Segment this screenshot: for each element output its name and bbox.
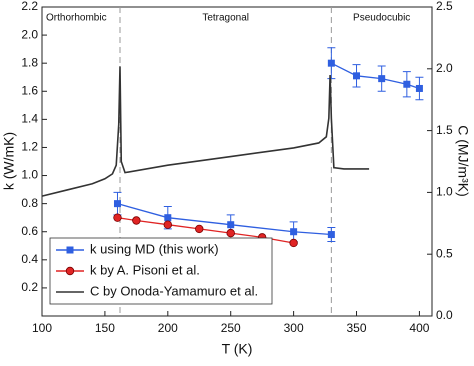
x-tick-label: 150 [95, 321, 115, 335]
series-line [41, 66, 370, 197]
x-axis-label: T (K) [222, 341, 253, 357]
y-tick-label: 0.2 [21, 280, 38, 294]
y-axis-label: k (W/mK) [1, 132, 17, 190]
y-tick-label: 1.8 [21, 55, 38, 69]
y-tick-label: 1.2 [21, 140, 38, 154]
data-point [327, 231, 335, 239]
data-point [378, 75, 386, 83]
legend-label: C by Onoda-Yamamuro et al. [90, 283, 258, 298]
y2-tick-label: 1.5 [436, 123, 453, 137]
y2-axis-label: C (MJ/m³K) [455, 125, 471, 197]
y-tick-label: 0.8 [21, 196, 38, 210]
x-tick-label: 200 [158, 321, 178, 335]
data-point [353, 72, 361, 80]
y-tick-label: 2.2 [21, 0, 38, 13]
data-point [226, 228, 235, 238]
y-tick-label: 1.0 [21, 168, 38, 182]
data-point [327, 59, 335, 67]
data-point [289, 238, 298, 248]
legend-box [49, 237, 273, 305]
phase-label: Orthorhombic [46, 13, 107, 24]
plot-frame [41, 6, 433, 317]
x-tick-label: 300 [284, 321, 304, 335]
y2-tick-label: 1.0 [436, 185, 453, 199]
legend-label: k using MD (this work) [90, 241, 219, 256]
phase-label: Tetragonal [202, 13, 249, 24]
x-tick-label: 100 [32, 321, 52, 335]
y-tick-label: 0.4 [21, 252, 38, 266]
y-tick-label: 2.0 [21, 27, 38, 41]
data-point [415, 84, 423, 92]
x-tick-label: 250 [221, 321, 241, 335]
data-point [164, 214, 172, 222]
x-tick-label: 400 [409, 321, 429, 335]
y2-tick-label: 0.5 [436, 246, 453, 260]
series-line [117, 203, 332, 236]
legend-marker [65, 266, 75, 276]
data-point [290, 228, 298, 236]
phase-label: Pseudocubic [353, 13, 410, 24]
y-tick-label: 1.4 [21, 112, 38, 126]
data-point [113, 213, 122, 222]
data-point [403, 80, 411, 88]
legend-label: k by A. Pisoni et al. [90, 262, 200, 277]
y2-tick-label: 2.0 [436, 61, 453, 75]
y2-tick-label: 0.0 [436, 308, 453, 322]
x-tick-label: 350 [347, 321, 367, 335]
data-point [132, 216, 141, 225]
y-tick-label: 1.6 [21, 83, 38, 97]
y-tick-label: 0.6 [21, 224, 38, 238]
legend-marker [66, 246, 74, 254]
data-point [195, 224, 204, 234]
data-point [113, 200, 121, 208]
data-point [227, 221, 235, 229]
y2-tick-label: 2.5 [436, 0, 453, 13]
data-point [163, 220, 173, 229]
